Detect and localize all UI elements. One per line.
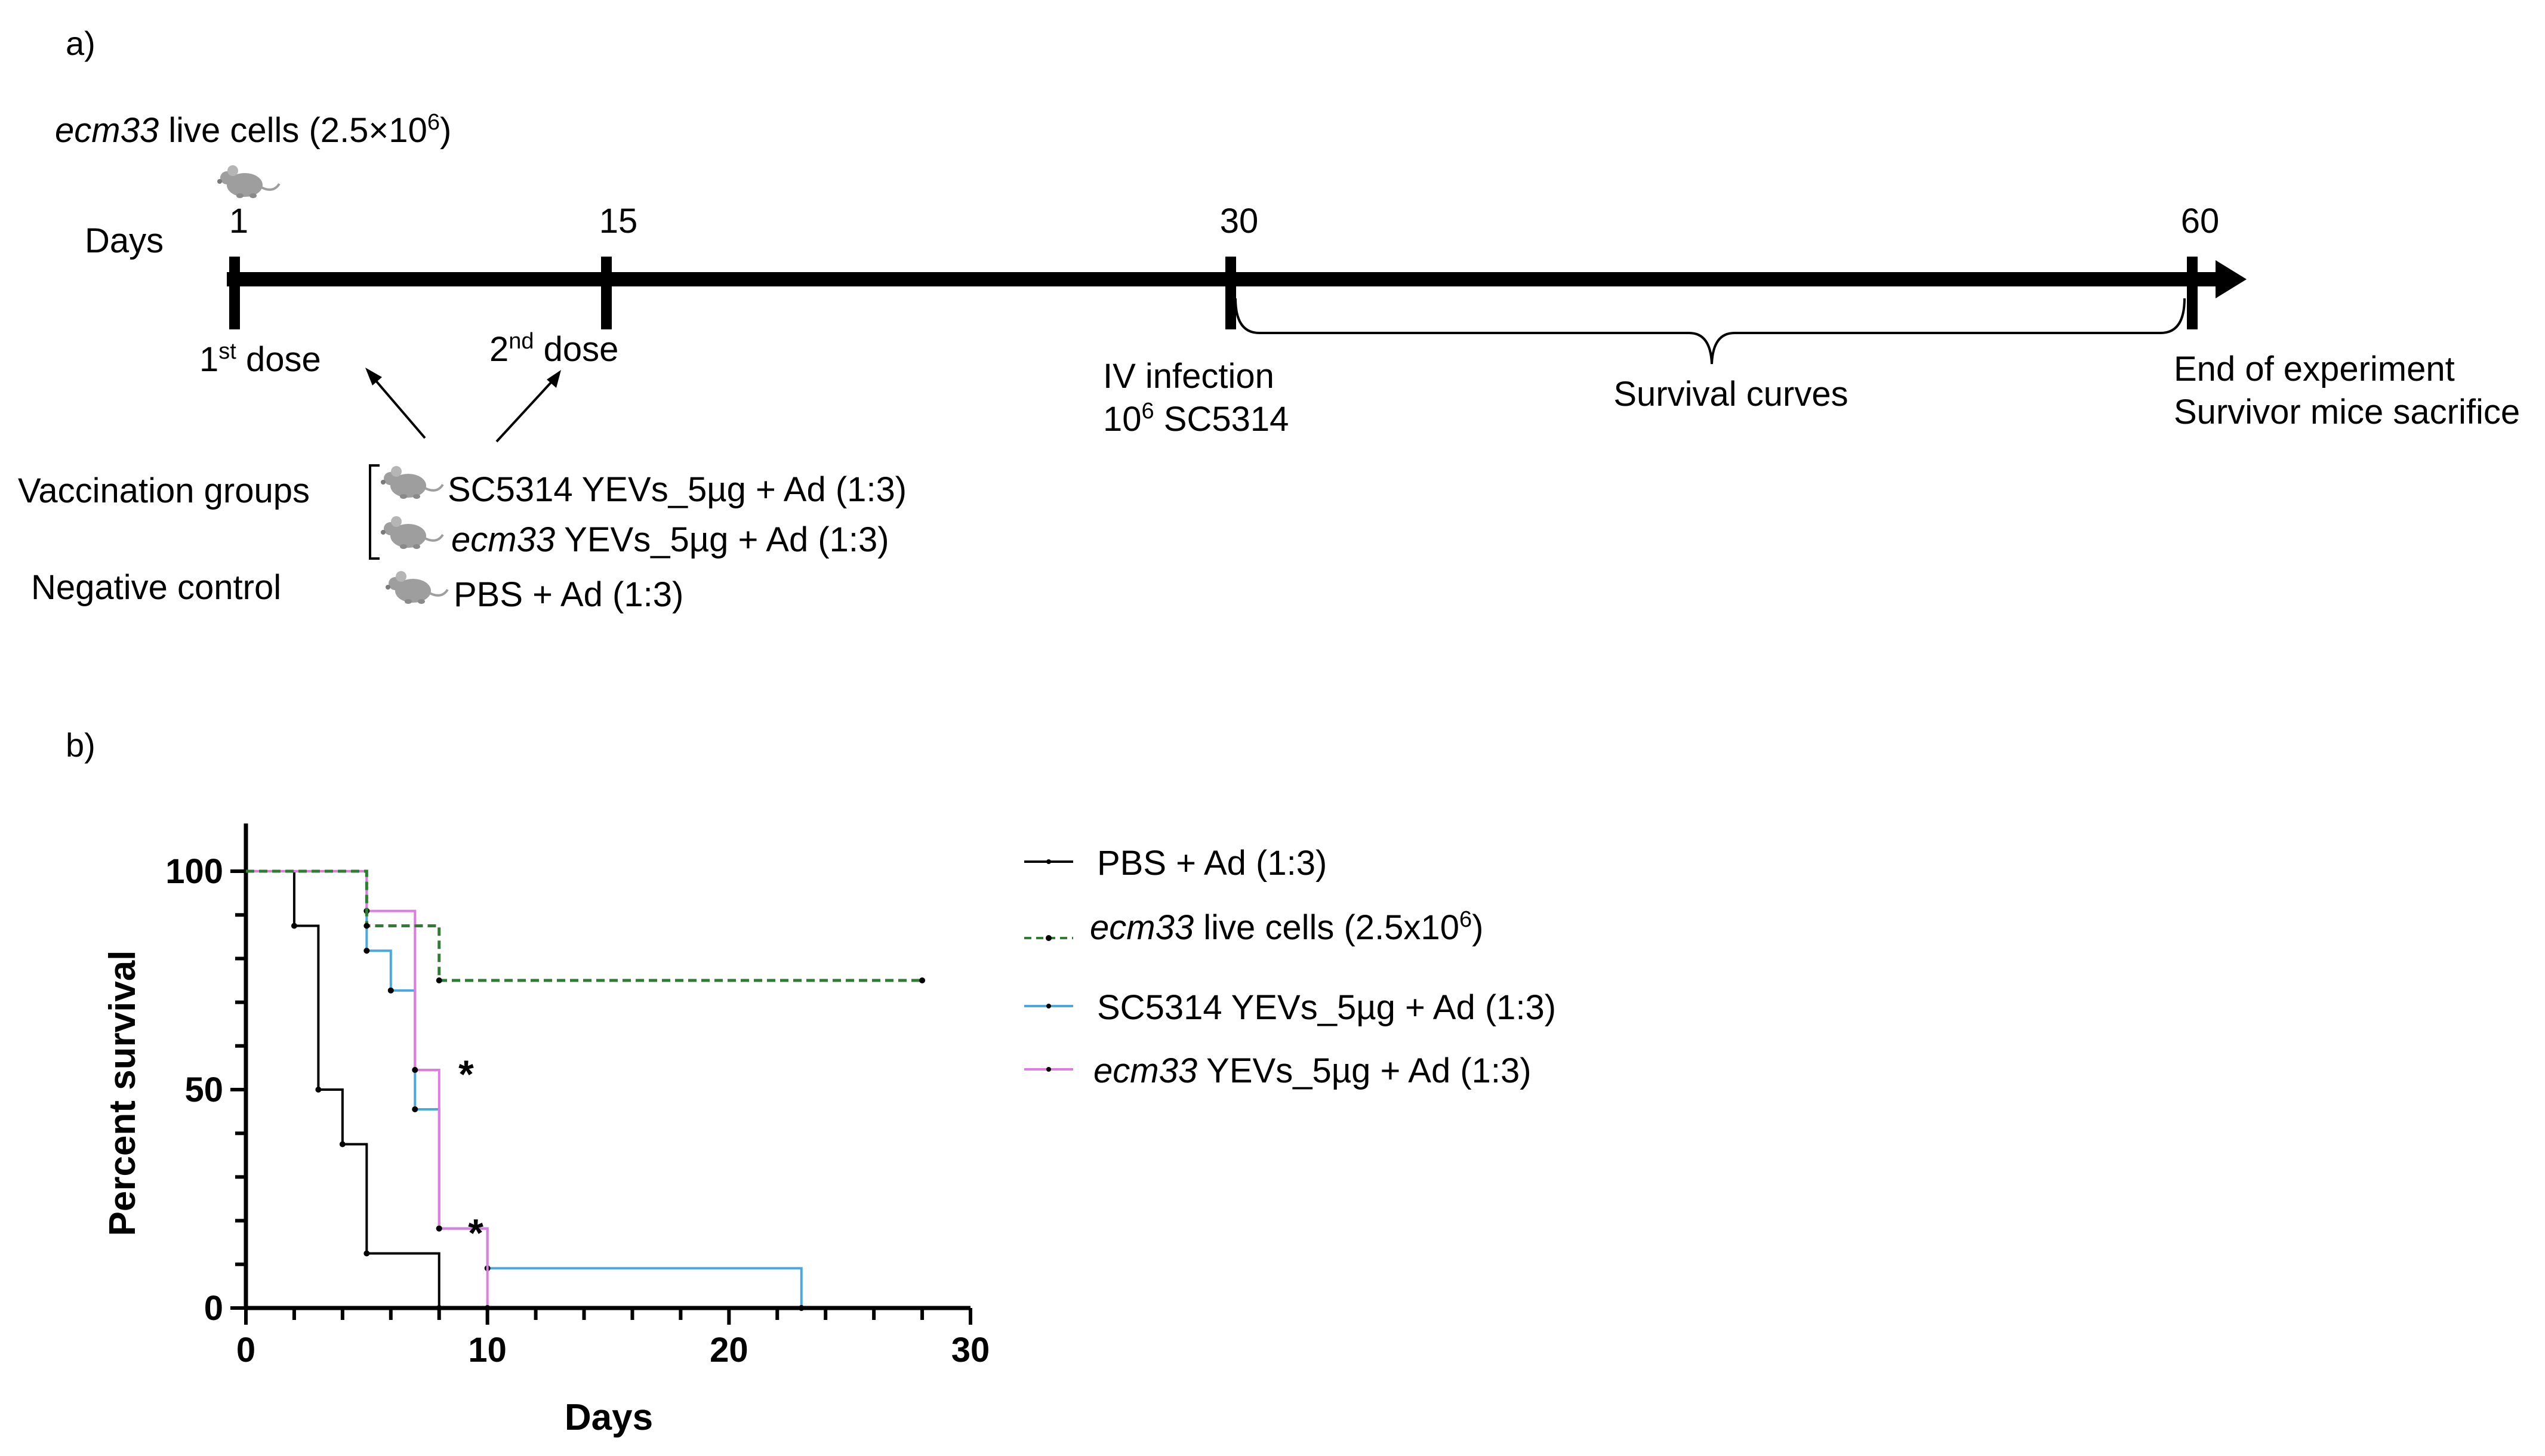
end-of-experiment-label: End of experiment	[2174, 350, 2455, 388]
panel-a: a) ecm33 live cells (2.5×106) Days 1 15 …	[18, 24, 2520, 614]
censor-point	[484, 1305, 491, 1311]
censor-point	[412, 1106, 418, 1112]
x-axis-label: Days	[565, 1397, 653, 1438]
vaccination-groups-label: Vaccination groups	[18, 471, 310, 510]
tick-label-60: 60	[2181, 202, 2220, 240]
survival-curves-brace	[1234, 298, 2186, 365]
legend-marker-pbs	[1046, 859, 1051, 864]
x-tick-label: 0	[236, 1331, 255, 1369]
days-axis-label: Days	[85, 221, 164, 260]
survival-series-line	[246, 870, 440, 1308]
panel-b-label: b)	[66, 726, 95, 764]
infection-label-line2: 106 SC5314	[1103, 399, 1289, 439]
top-group-label: ecm33 live cells (2.5×106)	[55, 110, 451, 150]
dose2-arrowhead	[547, 370, 561, 388]
censor-point	[387, 987, 394, 994]
legend-label-ecm33-live: ecm33 live cells (2.5x106)	[1090, 907, 1483, 947]
legend-item-ecm33-yevs: ecm33 YEVs_5µg + Ad (1:3)	[1024, 1051, 1532, 1090]
legend: PBS + Ad (1:3) ecm33 live cells (2.5x106…	[1024, 844, 1556, 1090]
censor-point	[436, 1225, 442, 1232]
y-tick-label: 0	[204, 1289, 223, 1328]
timeline-arrowhead	[2216, 260, 2247, 298]
group-ecm33-label: ecm33 YEVs_5µg + Ad (1:3)	[451, 520, 889, 559]
first-dose-label: 1st dose	[199, 339, 321, 379]
x-tick-label: 30	[951, 1331, 990, 1369]
censor-point	[436, 1305, 442, 1311]
mouse-icon	[384, 570, 449, 605]
dose2-arrow-line	[495, 381, 553, 443]
survivor-sacrifice-label: Survivor mice sacrifice	[2174, 393, 2520, 431]
mouse-icon	[216, 164, 281, 199]
negative-control-label: Negative control	[31, 568, 281, 607]
mouse-icon	[380, 515, 444, 550]
tick-label-1: 1	[229, 202, 248, 240]
censor-point	[363, 948, 370, 954]
significance-marker: *	[458, 1052, 474, 1096]
significance-marker: *	[468, 1211, 483, 1255]
censor-point	[436, 977, 442, 983]
legend-label-pbs: PBS + Ad (1:3)	[1097, 844, 1327, 883]
x-tick-label: 20	[710, 1331, 748, 1369]
censor-point	[363, 923, 370, 929]
panel-b: b) 0 50 100 0 10 20 30 * * Percent survival Days…	[66, 726, 1556, 1438]
mouse-icon	[380, 465, 444, 500]
legend-item-ecm33-live: ecm33 live cells (2.5x106)	[1024, 907, 1483, 947]
legend-marker-ecm33-yevs	[1046, 1067, 1051, 1072]
survival-series-line	[246, 869, 923, 982]
tick-label-15: 15	[599, 202, 638, 240]
infection-label-line1: IV infection	[1103, 357, 1274, 396]
second-dose-label: 2nd dose	[489, 329, 618, 369]
legend-item-pbs: PBS + Ad (1:3)	[1024, 844, 1327, 883]
y-tick-label: 50	[184, 1071, 223, 1109]
panel-a-label: a)	[66, 24, 95, 62]
group-pbs-label: PBS + Ad (1:3)	[454, 575, 683, 614]
survival-plot: 0 50 100 0 10 20 30 * *	[165, 823, 990, 1369]
censor-point	[919, 977, 926, 983]
y-axis-label: Percent survival	[102, 950, 143, 1236]
dose1-arrow-line	[374, 378, 426, 439]
group-sc5314-label: SC5314 YEVs_5µg + Ad (1:3)	[448, 470, 907, 509]
censor-point	[315, 1087, 322, 1093]
survival-curves-label: Survival curves	[1613, 375, 1848, 414]
y-tick-label: 100	[165, 852, 223, 891]
dose1-arrowhead	[365, 368, 382, 385]
legend-item-sc5314: SC5314 YEVs_5µg + Ad (1:3)	[1024, 988, 1556, 1027]
censor-point	[291, 923, 297, 929]
censor-point	[798, 1305, 805, 1311]
groups-bracket	[369, 464, 380, 560]
censor-point	[339, 1141, 346, 1147]
x-tick-label: 10	[468, 1331, 507, 1369]
legend-label-ecm33-yevs: ecm33 YEVs_5µg + Ad (1:3)	[1093, 1051, 1532, 1090]
legend-label-sc5314: SC5314 YEVs_5µg + Ad (1:3)	[1097, 988, 1556, 1027]
legend-marker-sc5314	[1046, 1004, 1051, 1008]
legend-marker-ecm33-live	[1046, 935, 1052, 941]
tick-label-30: 30	[1220, 202, 1259, 240]
censor-point	[412, 1067, 418, 1074]
censor-point	[363, 1250, 370, 1257]
